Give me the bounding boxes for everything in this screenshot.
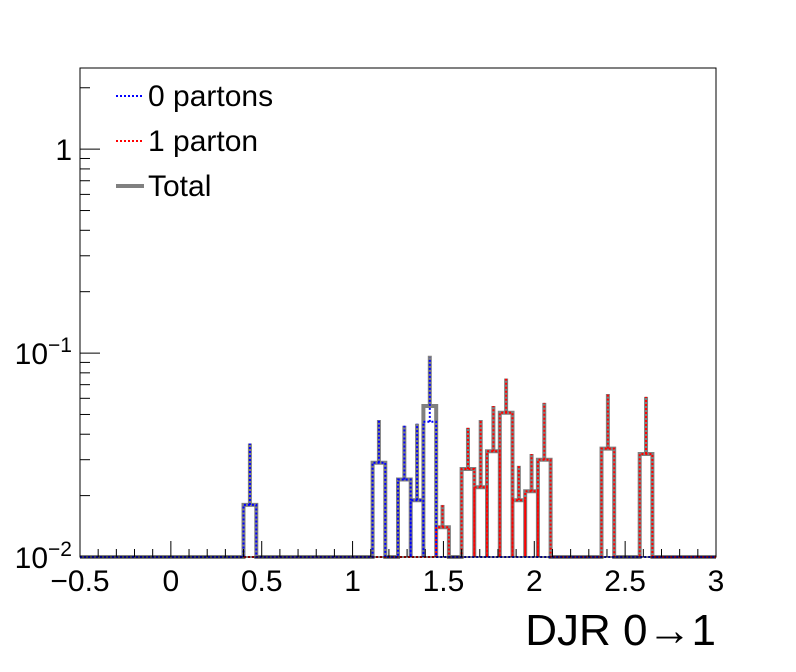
x-tick-label: 1.5 [423, 565, 465, 598]
data-layer [80, 355, 716, 559]
x-tick-label: 2.5 [604, 565, 646, 598]
series-outline [80, 420, 716, 558]
series-1-parton [80, 378, 716, 558]
x-axis-title: DJR 0→1 [525, 606, 716, 655]
legend-label: Total [148, 170, 211, 203]
x-tick-label: 3 [708, 565, 725, 598]
plot-frame [79, 67, 717, 558]
series-0-partons [80, 357, 716, 558]
axes-layer: −0.5 0 0.5 1 1.5 2 2.5 3 10−2 10−1 1 [15, 87, 725, 598]
y-tick-label: 10−2 [15, 538, 72, 575]
legend: 0 partons 1 parton Total [116, 80, 273, 203]
x-tick-label: 1 [344, 565, 361, 598]
x-tick-label: 0.5 [241, 565, 283, 598]
legend-label: 1 parton [148, 125, 258, 158]
x-tick-label: 0 [163, 565, 180, 598]
x-tick-label: −0.5 [50, 565, 109, 598]
legend-label: 0 partons [148, 80, 273, 113]
y-tick-label: 1 [55, 134, 72, 167]
y-tick-label: 10−1 [15, 334, 72, 371]
x-tick-label: 2 [526, 565, 543, 598]
series-outline [80, 411, 716, 558]
